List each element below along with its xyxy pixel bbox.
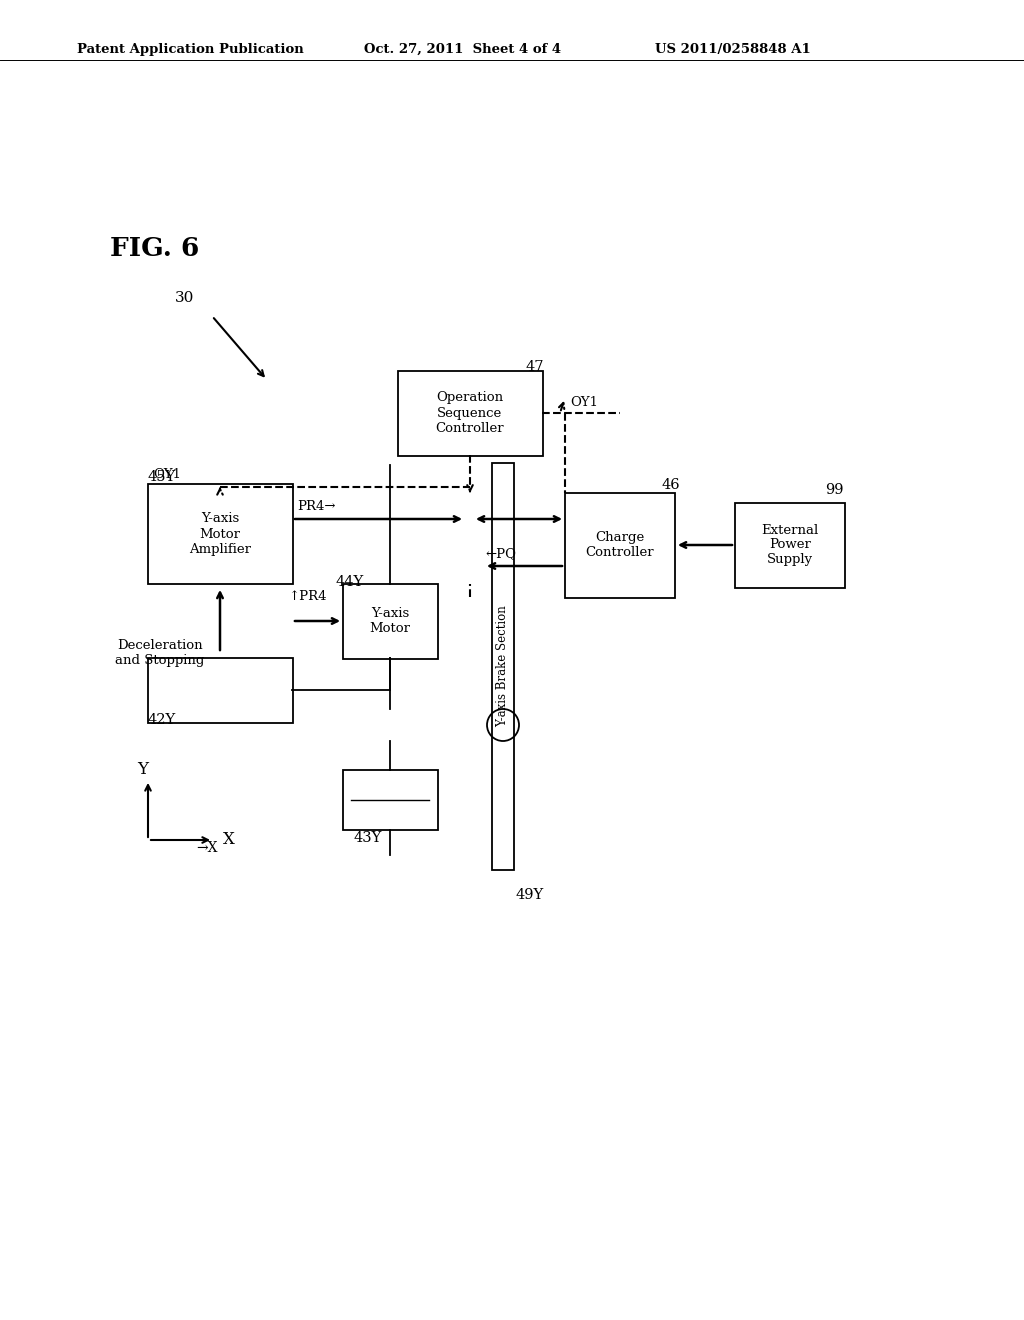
Text: →X: →X [196,841,217,855]
Text: 99: 99 [825,483,844,498]
Text: PR4→: PR4→ [297,500,336,513]
Text: Charge
Controller: Charge Controller [586,531,654,558]
Text: Y: Y [137,762,148,779]
Text: 46: 46 [662,478,681,492]
Text: Y-axis
Motor: Y-axis Motor [370,607,411,635]
Text: 42Y: 42Y [148,713,176,727]
Text: OY1: OY1 [570,396,598,409]
Text: OY1: OY1 [153,469,181,482]
Bar [342,583,437,659]
Text: Oct. 27, 2011  Sheet 4 of 4: Oct. 27, 2011 Sheet 4 of 4 [364,42,561,55]
Text: External
Power
Supply: External Power Supply [762,524,818,566]
Text: 45Y: 45Y [148,470,176,484]
Text: US 2011/0258848 A1: US 2011/0258848 A1 [655,42,811,55]
Text: ←PQ: ←PQ [486,548,517,561]
Text: 43Y: 43Y [353,832,381,845]
Text: Patent Application Publication: Patent Application Publication [77,42,303,55]
Text: Deceleration
and Stopping: Deceleration and Stopping [115,639,205,667]
Text: Operation
Sequence
Controller: Operation Sequence Controller [435,392,504,434]
Text: 47: 47 [525,360,544,374]
Text: 44Y: 44Y [335,576,364,589]
Text: FIG. 6: FIG. 6 [110,235,200,260]
Bar [147,657,293,722]
Bar [342,770,437,830]
Bar [565,492,675,598]
Bar [492,463,514,870]
Bar [397,371,543,455]
Bar [147,484,293,583]
Bar [735,503,845,587]
Text: X: X [223,832,234,849]
Text: ↑PR4: ↑PR4 [288,590,327,602]
Text: 49Y: 49Y [515,888,544,902]
Text: Y-axis Brake Section: Y-axis Brake Section [497,605,510,727]
Text: 30: 30 [175,290,195,305]
Text: Y-axis
Motor
Amplifier: Y-axis Motor Amplifier [189,512,251,556]
